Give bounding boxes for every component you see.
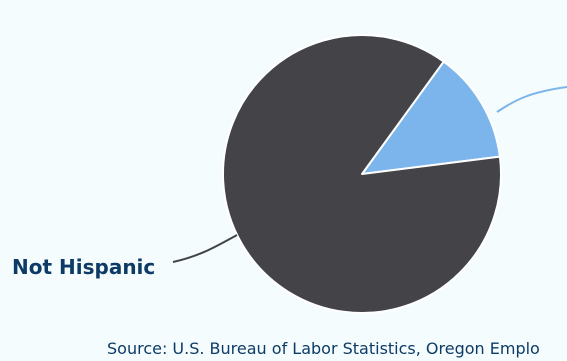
connector-not-hispanic bbox=[172, 234, 238, 263]
pie-slices bbox=[222, 34, 502, 314]
connector-lines bbox=[172, 86, 567, 263]
connector-hispanic bbox=[496, 86, 567, 113]
pie-slice-hispanic[interactable] bbox=[361, 60, 501, 175]
pie-slice-not-hispanic[interactable] bbox=[222, 34, 502, 314]
label-not-hispanic: Not Hispanic bbox=[12, 255, 155, 279]
source-note: Source: U.S. Bureau of Labor Statistics,… bbox=[107, 339, 540, 358]
